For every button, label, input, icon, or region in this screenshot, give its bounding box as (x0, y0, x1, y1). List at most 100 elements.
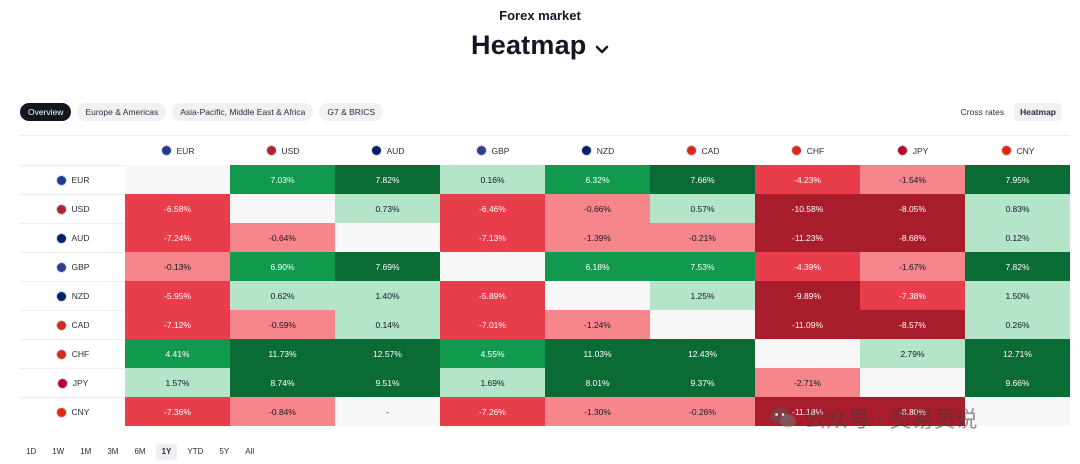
heatmap-cell[interactable]: -1.39% (545, 223, 650, 252)
heatmap-cell[interactable]: -6.58% (125, 194, 230, 223)
heatmap-cell[interactable]: 0.83% (965, 194, 1070, 223)
heatmap-cell[interactable]: 1.25% (650, 281, 755, 310)
period-1d[interactable]: 1D (26, 447, 37, 456)
heatmap-cell[interactable]: 1.69% (440, 368, 545, 397)
heatmap-cell[interactable]: -7.12% (125, 310, 230, 339)
heatmap-cell[interactable]: -9.89% (755, 281, 860, 310)
heatmap-cell[interactable] (965, 397, 1070, 426)
heatmap-cell[interactable] (545, 281, 650, 310)
row-header-gbp[interactable]: GBP (20, 252, 125, 281)
heatmap-cell[interactable]: 7.95% (965, 165, 1070, 194)
heatmap-cell[interactable]: 12.71% (965, 339, 1070, 368)
heatmap-button[interactable]: Heatmap (1014, 103, 1062, 121)
heatmap-cell[interactable]: 0.26% (965, 310, 1070, 339)
heatmap-cell[interactable]: 12.57% (335, 339, 440, 368)
heatmap-cell[interactable]: -2.71% (755, 368, 860, 397)
column-header-eur[interactable]: EUR (125, 135, 230, 165)
heatmap-cell[interactable]: -11.23% (755, 223, 860, 252)
heatmap-cell[interactable]: -8.68% (860, 223, 965, 252)
heatmap-cell[interactable]: 9.51% (335, 368, 440, 397)
heatmap-cell[interactable]: -0.21% (650, 223, 755, 252)
heatmap-cell[interactable]: 2.79% (860, 339, 965, 368)
heatmap-cell[interactable]: 11.03% (545, 339, 650, 368)
heatmap-cell[interactable]: -1.67% (860, 252, 965, 281)
row-header-jpy[interactable]: JPY (20, 368, 125, 397)
period-3m[interactable]: 3M (107, 447, 119, 456)
heatmap-cell[interactable]: 6.90% (230, 252, 335, 281)
heatmap-cell[interactable]: 1.57% (125, 368, 230, 397)
period-1y[interactable]: 1Y (155, 444, 178, 460)
heatmap-cell[interactable]: -8.05% (860, 194, 965, 223)
column-header-chf[interactable]: CHF (755, 135, 860, 165)
heatmap-cell[interactable]: 7.66% (650, 165, 755, 194)
period-ytd[interactable]: YTD (187, 447, 204, 456)
row-header-eur[interactable]: EUR (20, 165, 125, 194)
heatmap-cell[interactable]: 11.73% (230, 339, 335, 368)
heatmap-cell[interactable]: 4.41% (125, 339, 230, 368)
heatmap-cell[interactable]: 1.40% (335, 281, 440, 310)
heatmap-cell[interactable]: - (335, 397, 440, 426)
row-header-nzd[interactable]: NZD (20, 281, 125, 310)
heatmap-cell[interactable] (650, 310, 755, 339)
heatmap-cell[interactable]: -5.89% (440, 281, 545, 310)
heatmap-cell[interactable]: -4.39% (755, 252, 860, 281)
column-header-aud[interactable]: AUD (335, 135, 440, 165)
heatmap-cell[interactable]: -8.57% (860, 310, 965, 339)
heatmap-cell[interactable]: 0.14% (335, 310, 440, 339)
period-6m[interactable]: 6M (134, 447, 146, 456)
heatmap-cell[interactable]: -6.46% (440, 194, 545, 223)
heatmap-cell[interactable]: -1.54% (860, 165, 965, 194)
heatmap-cell[interactable]: 6.18% (545, 252, 650, 281)
heatmap-cell[interactable] (230, 194, 335, 223)
heatmap-cell[interactable]: 4.55% (440, 339, 545, 368)
column-header-cny[interactable]: CNY (965, 135, 1070, 165)
heatmap-cell[interactable] (335, 223, 440, 252)
tab-overview[interactable]: Overview (20, 103, 72, 121)
heatmap-cell[interactable] (860, 368, 965, 397)
heatmap-cell[interactable]: 7.69% (335, 252, 440, 281)
heatmap-cell[interactable]: -10.58% (755, 194, 860, 223)
heatmap-cell[interactable]: 6.32% (545, 165, 650, 194)
heatmap-cell[interactable]: -1.30% (545, 397, 650, 426)
heatmap-cell[interactable]: -7.24% (125, 223, 230, 252)
heatmap-cell[interactable]: -5.95% (125, 281, 230, 310)
heatmap-cell[interactable]: 0.73% (335, 194, 440, 223)
heatmap-cell[interactable]: -0.26% (650, 397, 755, 426)
heatmap-cell[interactable]: 8.74% (230, 368, 335, 397)
heatmap-cell[interactable]: 1.50% (965, 281, 1070, 310)
heatmap-cell[interactable]: -8.80% (860, 397, 965, 426)
heatmap-cell[interactable]: -1.24% (545, 310, 650, 339)
heatmap-cell[interactable]: -7.01% (440, 310, 545, 339)
period-all[interactable]: All (245, 447, 255, 456)
heatmap-cell[interactable]: -7.36% (125, 397, 230, 426)
column-header-gbp[interactable]: GBP (440, 135, 545, 165)
heatmap-cell[interactable]: -4.23% (755, 165, 860, 194)
row-header-cad[interactable]: CAD (20, 310, 125, 339)
period-1m[interactable]: 1M (80, 447, 92, 456)
column-header-nzd[interactable]: NZD (545, 135, 650, 165)
heatmap-cell[interactable]: 7.03% (230, 165, 335, 194)
heatmap-cell[interactable]: -7.38% (860, 281, 965, 310)
heatmap-cell[interactable] (440, 252, 545, 281)
heatmap-cell[interactable]: -0.66% (545, 194, 650, 223)
heatmap-cell[interactable]: 7.53% (650, 252, 755, 281)
tab-g7-brics[interactable]: G7 & BRICS (319, 103, 384, 121)
period-5y[interactable]: 5Y (219, 447, 230, 456)
heatmap-cell[interactable]: -0.64% (230, 223, 335, 252)
heatmap-cell[interactable]: -11.09% (755, 310, 860, 339)
cross-rates-button[interactable]: Cross rates (960, 107, 1005, 117)
heatmap-cell[interactable]: 0.12% (965, 223, 1070, 252)
heatmap-cell[interactable] (125, 165, 230, 194)
column-header-jpy[interactable]: JPY (860, 135, 965, 165)
heatmap-cell[interactable]: -0.84% (230, 397, 335, 426)
heatmap-cell[interactable]: 9.37% (650, 368, 755, 397)
heatmap-cell[interactable]: 0.57% (650, 194, 755, 223)
heatmap-cell[interactable]: 8.01% (545, 368, 650, 397)
row-header-chf[interactable]: CHF (20, 339, 125, 368)
tab-europe-americas[interactable]: Europe & Americas (77, 103, 167, 121)
row-header-cny[interactable]: CNY (20, 397, 125, 426)
row-header-aud[interactable]: AUD (20, 223, 125, 252)
heatmap-cell[interactable]: 0.16% (440, 165, 545, 194)
heatmap-cell[interactable]: -7.26% (440, 397, 545, 426)
heatmap-cell[interactable]: 9.66% (965, 368, 1070, 397)
